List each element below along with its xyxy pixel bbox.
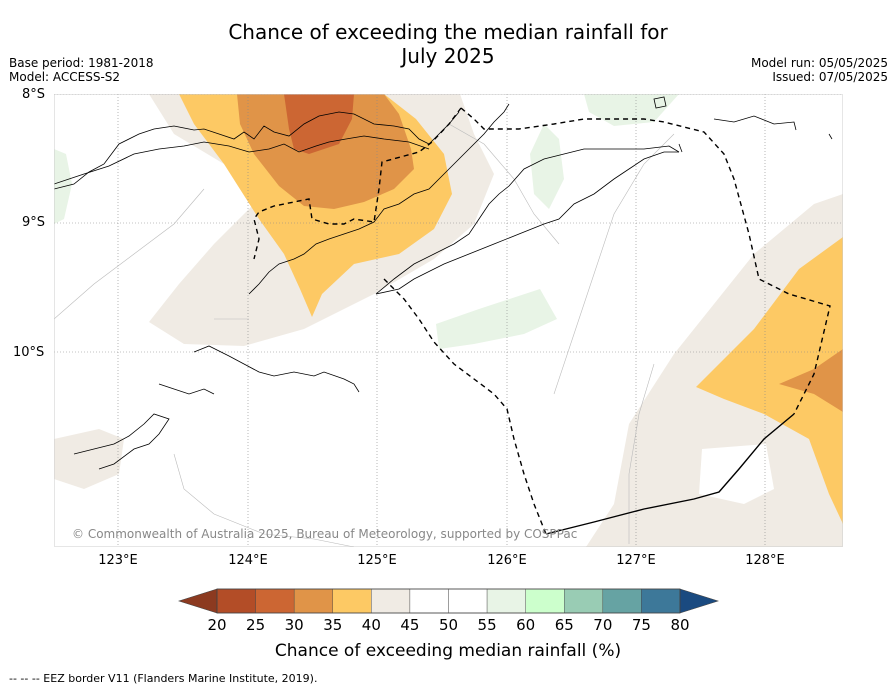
- colorbar-bin-20-25: [216, 588, 256, 614]
- colorbar-bin-45-50: [409, 588, 449, 614]
- colorbar-tick-label: 75: [631, 616, 651, 634]
- contour-55-60-mid: [436, 289, 557, 349]
- model-run: Model run: 05/05/2025: [750, 56, 888, 70]
- colorbar-bin-55-60: [486, 588, 526, 614]
- colorbar-tick-label: 30: [284, 616, 304, 634]
- title-line-2: July 2025: [401, 44, 495, 68]
- map-frame: [54, 94, 843, 547]
- colorbar-tick-label: 35: [323, 616, 343, 634]
- contour-40-45-west-small: [54, 429, 124, 489]
- colorbar-under-arrow: [178, 588, 218, 614]
- meta-right: Model run: 05/05/2025 Issued: 07/05/2025: [751, 56, 888, 84]
- alor-coast: [248, 103, 510, 295]
- roti-coast: [158, 383, 215, 395]
- contour-30-35-north: [237, 94, 414, 209]
- island-east-1: [713, 115, 797, 131]
- lon-label-125e: 125°E: [357, 553, 397, 568]
- colorbar-tick-label: 25: [246, 616, 266, 634]
- admin-boundaries: [54, 123, 675, 547]
- contour-55-60-east: [530, 124, 564, 209]
- colorbar-bin-65-70: [564, 588, 604, 614]
- colorbar-tick-label: 70: [593, 616, 613, 634]
- map-svg: [54, 94, 843, 547]
- colorbar-over-arrow: [679, 588, 719, 614]
- colorbar-bin-35-40: [332, 588, 372, 614]
- contour-55-60-top: [584, 94, 679, 126]
- timor-south-coast: [375, 151, 679, 295]
- island-east-4: [678, 143, 683, 153]
- eez-border: [253, 107, 831, 535]
- island-east-3: [828, 133, 833, 140]
- map-panel: [54, 94, 843, 547]
- base-period: Base period: 1981-2018: [9, 56, 154, 70]
- lat-label-9s: 9°S: [22, 215, 46, 230]
- issued-date: Issued: 07/05/2025: [772, 70, 888, 84]
- colorbar-bin-70-75: [602, 588, 642, 614]
- contour-30-35-east: [779, 349, 843, 412]
- colorbar-title: Chance of exceeding median rainfall (%): [274, 641, 622, 661]
- colorbar-tick-label: 40: [361, 616, 381, 634]
- meta-left: Base period: 1981-2018 Model: ACCESS-S2: [9, 56, 154, 84]
- sawu-coast: [73, 413, 170, 470]
- lon-label-127e: 127°E: [616, 553, 656, 568]
- lon-label-126e: 126°E: [487, 553, 527, 568]
- lon-label-124e: 124°E: [228, 553, 268, 568]
- colorbar-bin-25-30: [255, 588, 295, 614]
- colorbar-bin-40-45: [371, 588, 411, 614]
- colorbar-tick-label: 80: [670, 616, 690, 634]
- colorbar-tick-label: 60: [516, 616, 536, 634]
- colorbar-tick-label: 20: [207, 616, 227, 634]
- graticule: [54, 94, 843, 547]
- colorbar: [178, 588, 719, 614]
- flores-south-coast: [54, 135, 430, 185]
- colorbar-bins: [216, 588, 681, 614]
- colorbar-tick-label: 65: [554, 616, 574, 634]
- colorbar-tick-label: 50: [438, 616, 459, 634]
- lat-label-8s: 8°S: [22, 87, 46, 102]
- copyright-text: © Commonwealth of Australia 2025, Bureau…: [72, 527, 578, 541]
- lon-label-128e: 128°E: [745, 553, 785, 568]
- colorbar-bin-60-65: [525, 588, 565, 614]
- eez-footer: -- -- -- EEZ border V11 (Flanders Marine…: [9, 672, 318, 685]
- title-line-1: Chance of exceeding the median rainfall …: [228, 20, 668, 44]
- contour-35-40-east: [696, 237, 843, 524]
- flores-coast: [54, 111, 460, 190]
- sumba-coast: [193, 345, 360, 393]
- lat-label-10s: 10°S: [13, 345, 45, 360]
- timor-coast: [375, 145, 680, 295]
- chart-title: Chance of exceeding the median rainfall …: [0, 20, 896, 68]
- colorbar-frame: [216, 588, 681, 614]
- contour-45-55-hole: [699, 444, 774, 504]
- coastline: [54, 96, 833, 470]
- colorbar-bin-75-80: [641, 588, 681, 614]
- contour-25-30-north: [284, 94, 354, 154]
- colorbar-bin-30-35: [293, 588, 333, 614]
- model-name: Model: ACCESS-S2: [9, 70, 121, 84]
- colorbar-tick-label: 45: [400, 616, 420, 634]
- lon-label-123e: 123°E: [98, 553, 138, 568]
- colorbar-bin-50-55: [448, 588, 488, 614]
- colorbar-tick-label: 55: [477, 616, 497, 634]
- island-east-2: [653, 96, 667, 109]
